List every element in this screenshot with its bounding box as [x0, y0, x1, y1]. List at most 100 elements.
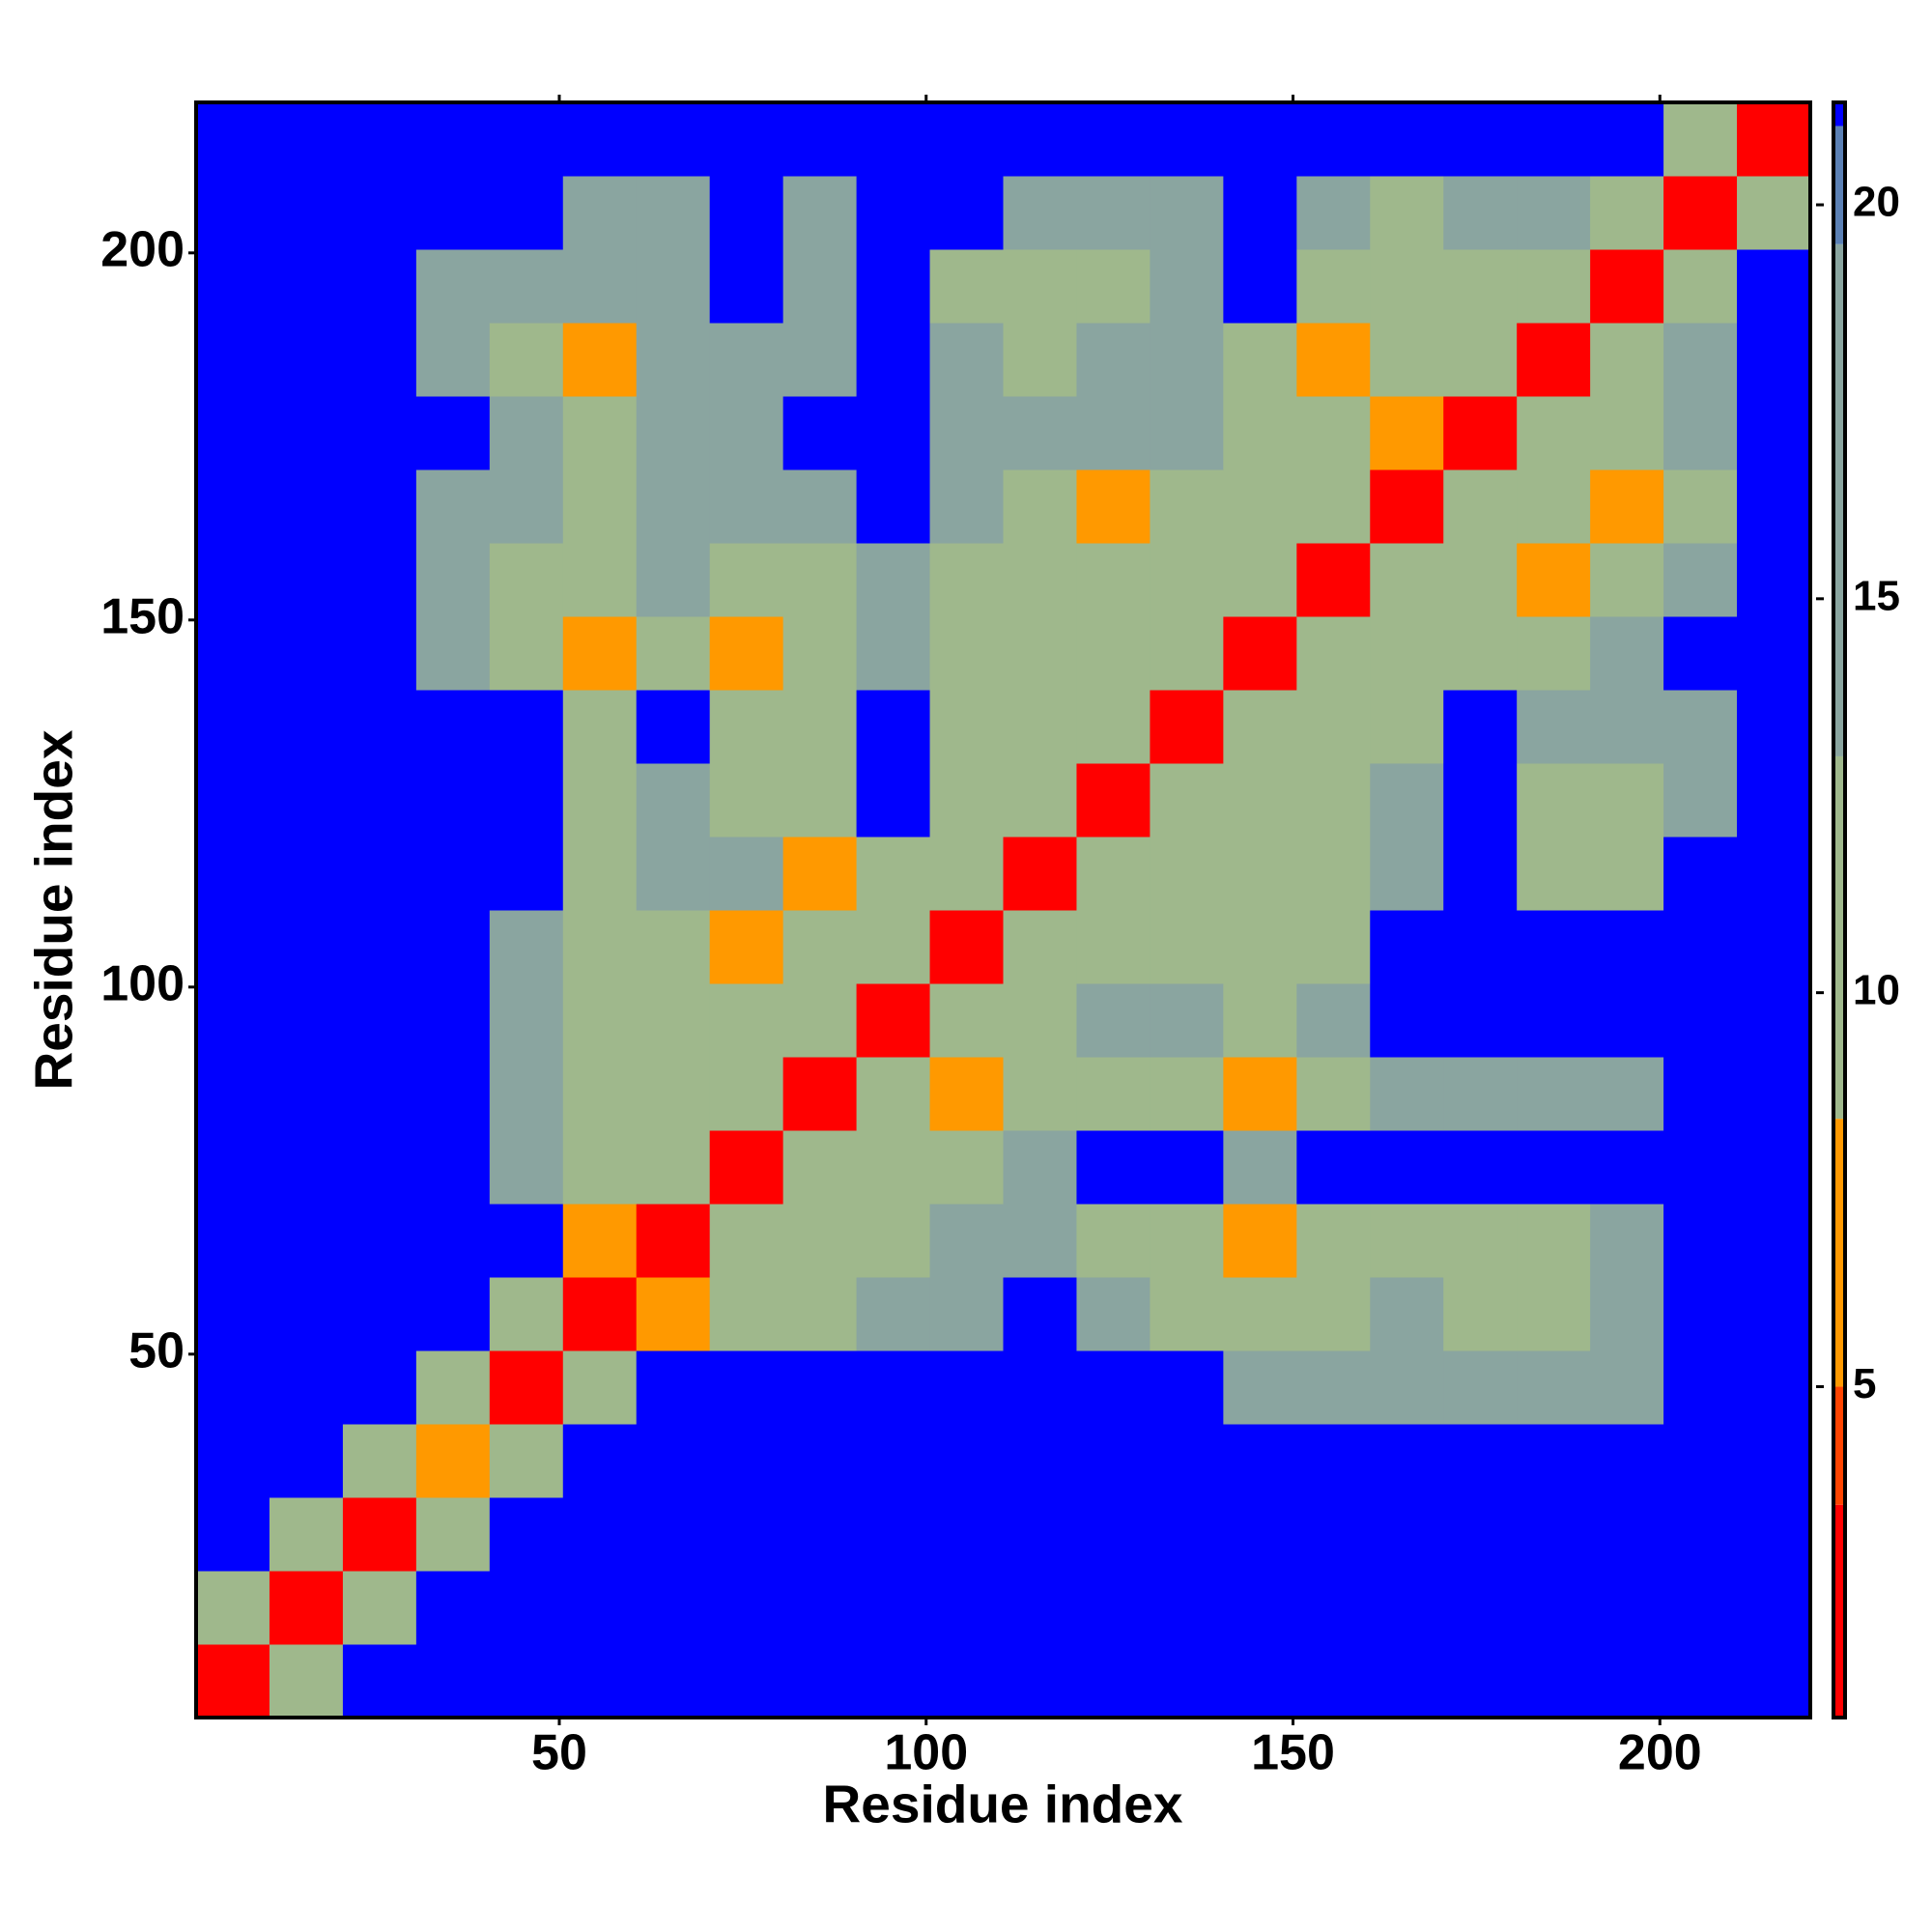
heatmap-cell: [1076, 396, 1151, 470]
heatmap-cell: [1663, 102, 1738, 177]
heatmap-cell: [269, 1424, 344, 1498]
heatmap-cell: [1003, 910, 1077, 984]
heatmap-cell: [269, 983, 344, 1058]
colorbar-segment: [1833, 1119, 1845, 1387]
heatmap-cell: [856, 616, 931, 691]
heatmap-cell: [196, 1424, 270, 1498]
heatmap-cell: [489, 690, 564, 764]
heatmap-cell: [1003, 1204, 1077, 1278]
heatmap-cell: [1150, 323, 1224, 397]
heatmap-cell: [1737, 910, 1811, 984]
heatmap-cell: [489, 837, 564, 911]
heatmap-cell: [1370, 323, 1444, 397]
heatmap-cell: [489, 1424, 564, 1498]
heatmap-cell: [562, 837, 638, 911]
heatmap-cell: [269, 1057, 344, 1131]
heatmap-cell: [196, 1057, 270, 1131]
heatmap-cell: [929, 983, 1004, 1058]
heatmap-cell: [1223, 837, 1297, 911]
heatmap-cell: [1443, 983, 1518, 1058]
heatmap-cell: [1443, 176, 1518, 250]
heatmap-cell: [1223, 763, 1297, 838]
heatmap-cell: [782, 543, 858, 617]
heatmap-cell: [1737, 396, 1811, 470]
heatmap-cell: [1076, 837, 1151, 911]
heatmap-cell: [1517, 1130, 1591, 1205]
heatmap-cell: [1443, 1204, 1518, 1278]
heatmap-cell: [1150, 543, 1224, 617]
heatmap-cell: [1223, 176, 1297, 250]
heatmap-cell: [929, 1277, 1004, 1351]
heatmap-cell: [342, 543, 417, 617]
heatmap-cell: [856, 1424, 931, 1498]
heatmap-cell: [1076, 983, 1151, 1058]
colorbar-tick-label: 15: [1853, 572, 1900, 619]
heatmap-cell: [489, 396, 564, 470]
heatmap-cell: [1370, 469, 1444, 544]
heatmap-cell: [856, 102, 931, 177]
heatmap-cell: [1590, 1350, 1664, 1425]
heatmap-cell: [636, 249, 711, 324]
heatmap-cell: [782, 323, 858, 397]
heatmap-cell: [1150, 1571, 1224, 1645]
heatmap-cell: [1003, 396, 1077, 470]
heatmap-cell: [856, 837, 931, 911]
heatmap-cell: [1223, 1497, 1297, 1572]
heatmap-cell: [709, 1350, 784, 1425]
heatmap-cell: [636, 1130, 711, 1205]
heatmap-cell: [1517, 396, 1591, 470]
heatmap-cell: [1590, 1644, 1664, 1719]
heatmap-cell: [415, 910, 491, 984]
y-tick-label: 200: [100, 222, 185, 278]
heatmap-cell: [1223, 1277, 1297, 1351]
heatmap-cell: [1443, 1424, 1518, 1498]
heatmap-cell: [1003, 1424, 1077, 1498]
heatmap-cell: [342, 176, 417, 250]
heatmap-cell: [1590, 837, 1664, 911]
heatmap-cell: [269, 1350, 344, 1425]
heatmap-cell: [929, 176, 1004, 250]
heatmap-cell: [196, 1277, 270, 1351]
heatmap-cell: [489, 1204, 564, 1278]
heatmap-cell: [1737, 616, 1811, 691]
heatmap-cell: [1296, 102, 1371, 177]
heatmap-cell: [269, 837, 344, 911]
heatmap-cell: [1663, 1571, 1738, 1645]
heatmap-cell: [342, 910, 417, 984]
heatmap-cell: [269, 323, 344, 397]
heatmap-cell: [196, 176, 270, 250]
heatmap-cell: [1663, 1130, 1738, 1205]
heatmap-cell: [1517, 1057, 1591, 1131]
heatmap-cell: [342, 1571, 417, 1645]
heatmap-cell: [1370, 249, 1444, 324]
heatmap-cell: [1150, 249, 1224, 324]
heatmap-cell: [196, 543, 270, 617]
heatmap-cell: [1590, 102, 1664, 177]
colorbar-tick-label: 10: [1853, 966, 1900, 1013]
heatmap-cell: [562, 249, 638, 324]
heatmap-cell: [636, 690, 711, 764]
x-axis-label: Residue index: [823, 1775, 1183, 1834]
heatmap-cell: [1517, 1424, 1591, 1498]
y-axis-label: Residue index: [24, 729, 84, 1090]
heatmap-cell: [342, 616, 417, 691]
heatmap-cell: [415, 469, 491, 544]
heatmap-cell: [709, 1204, 784, 1278]
heatmap-cell: [489, 1497, 564, 1572]
heatmap-cell: [1663, 616, 1738, 691]
heatmap-cell: [856, 1497, 931, 1572]
heatmap-cell: [1517, 543, 1591, 617]
heatmap-cell: [1003, 1057, 1077, 1131]
heatmap-cell: [929, 1350, 1004, 1425]
heatmap-cell: [489, 249, 564, 324]
heatmap-cell: [636, 1424, 711, 1498]
heatmap-cell: [1003, 983, 1077, 1058]
heatmap-cell: [1076, 102, 1151, 177]
heatmap-cell: [1590, 983, 1664, 1058]
heatmap-cell: [1150, 910, 1224, 984]
heatmap-cell: [1296, 1424, 1371, 1498]
heatmap-cell: [1663, 837, 1738, 911]
heatmap-cell: [856, 396, 931, 470]
heatmap-cell: [1443, 763, 1518, 838]
heatmap-cell: [1737, 983, 1811, 1058]
